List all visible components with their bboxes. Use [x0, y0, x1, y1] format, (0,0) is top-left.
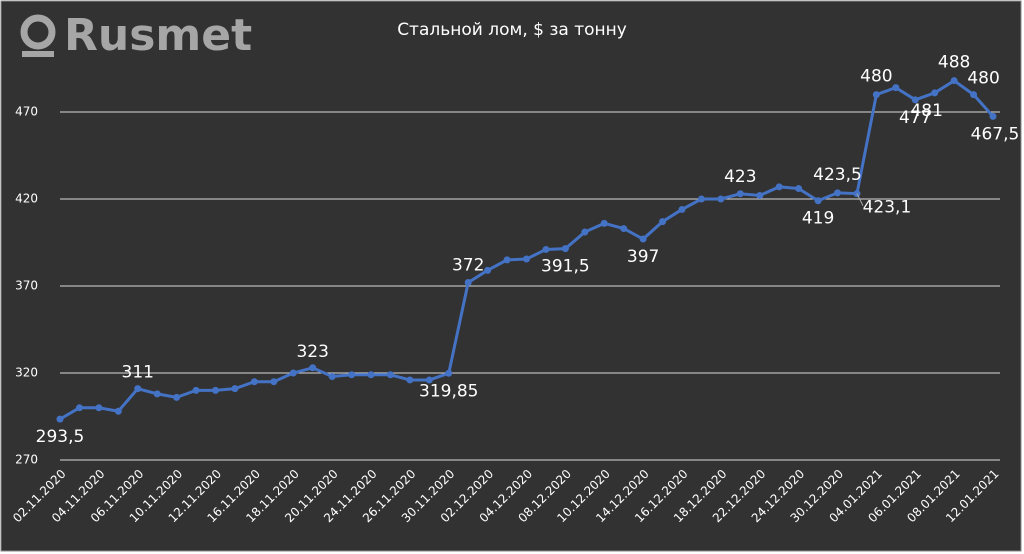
data-label: 391,5 [541, 257, 590, 277]
point [775, 183, 783, 191]
point [581, 228, 589, 236]
point [425, 376, 433, 384]
data-label: 293,5 [36, 427, 85, 447]
point [717, 195, 725, 203]
data-label: 480 [860, 67, 892, 87]
point [386, 371, 394, 379]
point [639, 235, 647, 243]
point [950, 77, 958, 85]
point [561, 245, 569, 253]
point [328, 372, 336, 380]
point [931, 89, 939, 97]
point [270, 378, 278, 386]
point [114, 407, 122, 415]
y-tick-label: 270 [15, 453, 38, 467]
point [309, 364, 317, 372]
point [736, 190, 744, 198]
chart-title: Стальной лом, $ за тонну [397, 20, 627, 40]
data-label: 423,1 [863, 198, 912, 218]
point [892, 84, 900, 92]
y-tick-label: 370 [15, 279, 38, 293]
data-label: 423,5 [813, 165, 862, 185]
leader-line [856, 193, 864, 206]
data-label: 311 [122, 363, 154, 383]
data-label: 423 [724, 167, 756, 187]
point [697, 195, 705, 203]
y-tick-label: 470 [15, 105, 38, 119]
point [678, 205, 686, 213]
point [289, 369, 297, 377]
point [756, 192, 764, 200]
point [872, 91, 880, 99]
point [406, 376, 414, 384]
point [814, 197, 822, 205]
point [367, 371, 375, 379]
point [192, 386, 200, 394]
point [212, 386, 219, 394]
point [542, 245, 550, 253]
point [503, 256, 511, 264]
point [795, 185, 803, 193]
y-tick-label: 320 [15, 366, 38, 380]
point [75, 404, 83, 412]
data-label: 480 [967, 69, 999, 89]
y-tick-label: 420 [15, 192, 38, 206]
logo-icon [22, 51, 54, 57]
point [173, 393, 181, 401]
data-label: 419 [802, 209, 834, 229]
point [834, 189, 841, 197]
data-label: 477 [899, 108, 931, 128]
point [56, 415, 64, 423]
point [153, 390, 161, 398]
point [911, 96, 919, 104]
point [620, 225, 628, 233]
point [348, 371, 356, 379]
data-label: 323 [296, 342, 328, 362]
data-label: 488 [938, 53, 970, 73]
data-label: 397 [627, 247, 659, 267]
point [95, 404, 103, 412]
point [231, 385, 239, 393]
logo-icon [20, 14, 56, 50]
point [523, 255, 530, 263]
brand: Rusmet [64, 10, 252, 61]
point [989, 112, 997, 120]
data-label: 319,85 [419, 381, 478, 401]
data-label: 372 [452, 256, 484, 276]
point [484, 266, 492, 274]
point [970, 91, 978, 99]
data-label: 467,5 [971, 124, 1020, 144]
point [445, 369, 453, 377]
point [464, 279, 472, 287]
data-label: 481 [910, 101, 942, 121]
point [134, 385, 142, 393]
point [659, 218, 667, 226]
point [250, 378, 258, 386]
point [600, 219, 608, 227]
logo: Rusmet [20, 10, 252, 61]
